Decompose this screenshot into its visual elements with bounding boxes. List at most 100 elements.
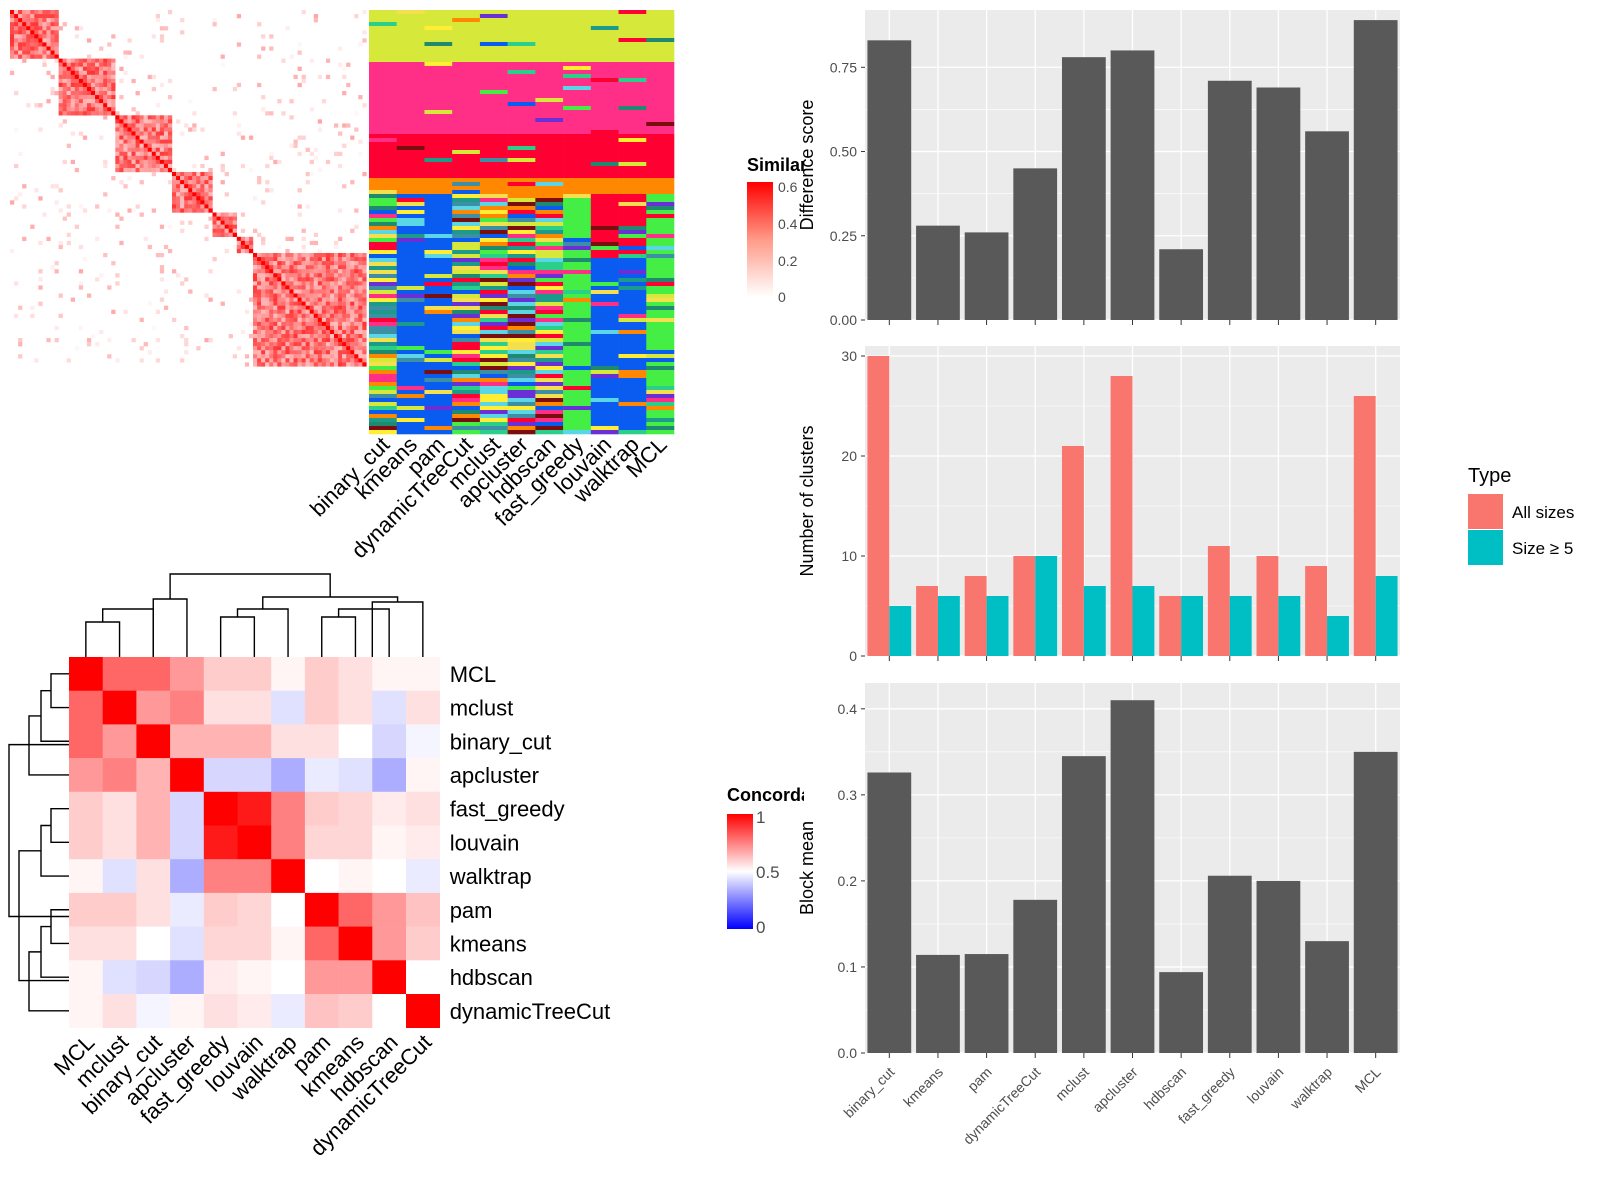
similarity-cell <box>354 309 359 314</box>
membership-cell <box>535 330 564 335</box>
similarity-cell <box>163 131 169 136</box>
membership-cell <box>590 202 619 207</box>
similarity-cell <box>277 301 282 306</box>
membership-cell <box>618 310 647 315</box>
y-tick-label: 30 <box>841 348 857 364</box>
similarity-cell <box>257 309 262 314</box>
dendrogram-branch <box>152 598 188 657</box>
membership-cell <box>535 102 564 107</box>
membership-cell <box>452 302 481 307</box>
similarity-cell <box>358 42 363 47</box>
membership-cell <box>452 262 481 267</box>
membership-cell <box>369 138 398 143</box>
membership-cell <box>590 290 619 295</box>
similarity-cell <box>273 289 278 294</box>
similarity-cell <box>123 167 128 173</box>
concordance-cell <box>102 960 137 995</box>
membership-cell <box>424 326 453 331</box>
membership-cell <box>452 146 481 151</box>
membership-cell <box>479 122 508 127</box>
similarity-cell <box>30 42 35 47</box>
membership-cell <box>646 190 675 195</box>
membership-cell <box>507 66 536 71</box>
membership-cell <box>563 198 592 203</box>
membership-cell <box>452 110 481 115</box>
similarity-cell <box>139 159 144 165</box>
similarity-cell <box>107 107 112 112</box>
similarity-cell <box>338 163 343 169</box>
membership-cell <box>452 306 481 311</box>
membership-cell <box>646 226 675 231</box>
similarity-cell <box>34 42 39 47</box>
membership-cell <box>590 282 619 287</box>
membership-cell <box>369 218 398 223</box>
similarity-cell <box>253 329 258 335</box>
concordance-cell <box>338 791 373 826</box>
similarity-cell <box>309 301 314 306</box>
similarity-cell <box>58 26 63 31</box>
similarity-cell <box>346 273 351 278</box>
membership-cell <box>479 190 508 195</box>
similarity-cell <box>86 338 92 343</box>
similarity-cell <box>297 50 302 55</box>
similarity-cell <box>66 74 71 80</box>
membership-cell <box>452 42 481 47</box>
membership-cell <box>396 346 425 351</box>
membership-cell <box>424 138 453 143</box>
similarity-cell <box>289 143 294 148</box>
membership-cell <box>369 390 398 395</box>
similarity-cell <box>107 42 112 47</box>
similarity-cell <box>220 212 225 217</box>
similarity-cell <box>297 66 302 71</box>
membership-cell <box>618 158 647 163</box>
membership-cell <box>452 62 481 67</box>
membership-cell <box>396 46 425 51</box>
similarity-cell <box>139 135 144 140</box>
similarity-cell <box>131 159 136 165</box>
similarity-cell <box>321 277 327 282</box>
similarity-cell <box>30 305 35 310</box>
membership-cell <box>479 306 508 311</box>
similarity-cell <box>74 346 80 351</box>
similarity-cell <box>293 338 298 343</box>
similarity-cell <box>350 257 355 262</box>
similarity-cell <box>342 265 347 270</box>
membership-cell <box>563 122 592 127</box>
similarity-cell <box>22 58 27 63</box>
similarity-cell <box>269 313 274 318</box>
concordance-cell <box>372 825 407 860</box>
similarity-cell <box>293 350 298 355</box>
membership-cell <box>424 426 453 431</box>
similarity-cell <box>159 269 165 274</box>
membership-cell <box>535 386 564 391</box>
membership-cell <box>369 262 398 267</box>
similarity-cell <box>334 334 339 339</box>
similarity-cell <box>139 155 144 161</box>
similarity-cell <box>115 139 120 144</box>
similarity-cell <box>301 313 306 318</box>
similarity-cell <box>342 91 347 96</box>
membership-cell <box>396 218 425 223</box>
membership-cell <box>424 126 453 131</box>
concordance-cell <box>170 926 205 961</box>
similarity-cell <box>334 253 339 258</box>
x-label-mclust: mclust <box>1052 1064 1092 1104</box>
similarity-cell <box>261 338 266 343</box>
similarity-cell <box>70 103 75 108</box>
similarity-cell <box>309 277 314 282</box>
membership-cell <box>646 206 675 211</box>
similarity-cell <box>297 334 302 339</box>
similarity-cell <box>313 329 318 335</box>
similarity-cell <box>204 184 209 189</box>
membership-cell <box>507 82 536 87</box>
similarity-cell <box>188 289 193 294</box>
membership-cell <box>590 30 619 35</box>
membership-cell <box>618 418 647 423</box>
membership-cell <box>369 298 398 303</box>
membership-cell <box>535 10 564 15</box>
similarity-cell <box>119 216 124 221</box>
concordance-cell <box>102 791 137 826</box>
similarity-cell <box>159 115 165 120</box>
membership-cell <box>618 30 647 35</box>
membership-cell <box>452 422 481 427</box>
